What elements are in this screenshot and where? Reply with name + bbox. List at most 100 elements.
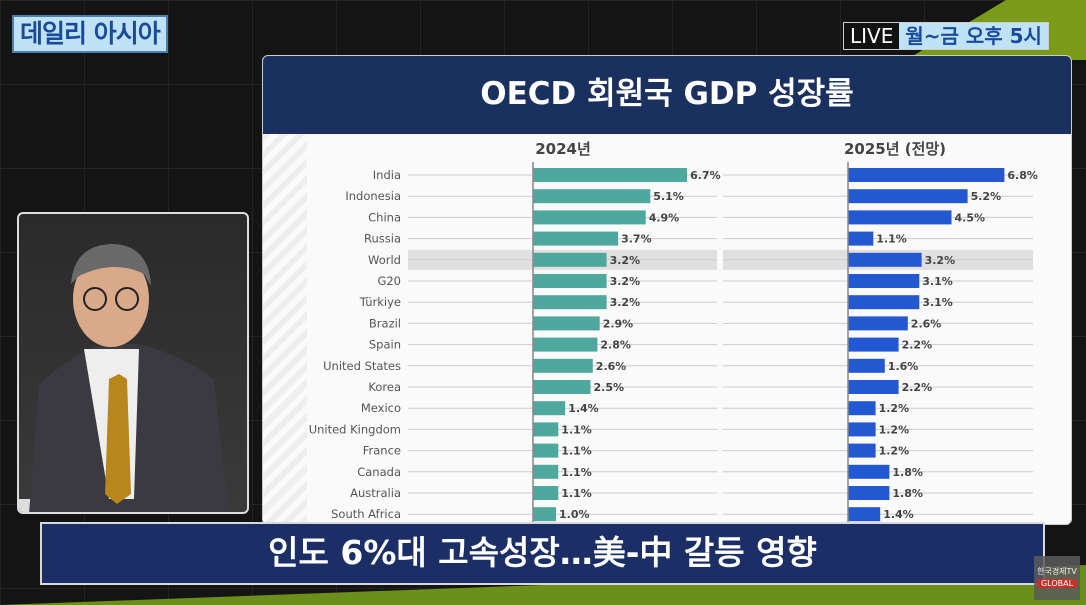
- chart-title: OECD 회원국 GDP 성장률: [263, 56, 1071, 134]
- data-label: 3.2%: [610, 254, 641, 267]
- bar-France: [848, 443, 876, 458]
- data-label: 1.8%: [892, 487, 923, 500]
- bar-India: [533, 168, 688, 182]
- series-header: 2025년 (전망): [844, 140, 946, 158]
- bar-Russia: [848, 231, 874, 246]
- bar-China: [848, 210, 952, 225]
- data-label: 1.1%: [561, 423, 592, 436]
- bar-Russia: [533, 231, 619, 246]
- category-label: G20: [377, 274, 401, 288]
- bar-Türkiye: [848, 295, 920, 310]
- live-badge: LIVE 월~금 오후 5시: [843, 22, 1049, 50]
- data-label: 3.1%: [922, 296, 953, 309]
- category-label: World: [368, 253, 401, 267]
- live-label: LIVE: [844, 23, 900, 49]
- data-label: 2.6%: [596, 360, 627, 373]
- logo-sub: GLOBAL: [1037, 579, 1077, 588]
- data-label: 1.0%: [559, 508, 590, 521]
- hatch-strip: [263, 134, 307, 524]
- bar-Mexico: [848, 401, 876, 416]
- data-label: 6.7%: [690, 169, 721, 182]
- presenter-video: [17, 212, 249, 514]
- bar-Brazil: [533, 316, 600, 331]
- data-label: 3.7%: [621, 233, 652, 246]
- category-label: South Africa: [331, 507, 401, 521]
- category-label: Brazil: [369, 316, 401, 330]
- data-label: 1.4%: [568, 402, 599, 415]
- data-label: 1.1%: [561, 487, 592, 500]
- bar-India: [848, 168, 1005, 182]
- data-label: 3.2%: [925, 254, 956, 267]
- category-label: Spain: [369, 338, 401, 352]
- data-label: 1.6%: [888, 360, 919, 373]
- news-caption: 인도 6%대 고속성장…美-中 갈등 영향: [40, 522, 1045, 585]
- category-label: Türkiye: [359, 295, 401, 309]
- data-label: 2.5%: [594, 381, 625, 394]
- bar-Brazil: [848, 316, 908, 331]
- data-label: 1.2%: [879, 402, 910, 415]
- category-label: India: [373, 168, 401, 182]
- bar-Indonesia: [848, 189, 968, 204]
- bar-G20: [533, 274, 607, 288]
- series-header: 2024년: [535, 140, 591, 158]
- data-label: 3.2%: [610, 296, 641, 309]
- category-label: Indonesia: [345, 189, 401, 203]
- bar-Korea: [533, 380, 591, 394]
- data-label: 4.9%: [649, 211, 680, 224]
- category-label: Russia: [364, 232, 401, 246]
- data-label: 1.8%: [892, 466, 923, 479]
- data-label: 4.5%: [955, 211, 986, 224]
- category-label: China: [368, 210, 401, 224]
- bar-Canada: [848, 464, 890, 479]
- data-label: 5.2%: [971, 190, 1002, 203]
- schedule-label: 월~금 오후 5시: [899, 23, 1048, 49]
- data-label: 6.8%: [1007, 169, 1038, 182]
- bar-United States: [848, 358, 885, 373]
- data-label: 2.9%: [603, 317, 634, 330]
- data-label: 1.2%: [879, 445, 910, 458]
- data-label: 1.4%: [883, 508, 914, 521]
- presenter-image: [19, 244, 229, 512]
- bar-South Africa: [848, 507, 881, 522]
- data-label: 5.1%: [653, 190, 684, 203]
- data-label: 2.2%: [902, 381, 933, 394]
- category-label: France: [363, 444, 401, 458]
- data-label: 1.2%: [879, 423, 910, 436]
- bar-Türkiye: [533, 295, 607, 310]
- bar-Australia: [848, 486, 890, 500]
- show-title: 데일리 아시아: [12, 15, 168, 53]
- data-label: 1.1%: [561, 445, 592, 458]
- bar-Indonesia: [533, 189, 651, 204]
- bar-World: [533, 252, 607, 267]
- gdp-bar-chart: India Indonesia China Russia World G20 Türkiye…: [309, 140, 1038, 524]
- data-label: 1.1%: [876, 233, 907, 246]
- bar-China: [533, 210, 646, 225]
- bar-Spain: [533, 337, 598, 352]
- bar-South Africa: [533, 507, 556, 522]
- bar-World: [848, 252, 922, 267]
- bar-Australia: [533, 486, 559, 500]
- category-label: Canada: [357, 465, 401, 479]
- chart-panel: OECD 회원국 GDP 성장률 India Indonesia China Russ…: [262, 55, 1072, 525]
- category-label: Korea: [368, 380, 401, 394]
- category-label: Mexico: [361, 401, 401, 415]
- channel-logo: 한국경제TV GLOBAL: [1034, 556, 1080, 600]
- bar-Spain: [848, 337, 899, 352]
- category-label: United States: [323, 359, 401, 373]
- data-label: 2.2%: [902, 339, 933, 352]
- data-label: 3.2%: [610, 275, 641, 288]
- bar-Korea: [848, 380, 899, 394]
- bar-United Kingdom: [848, 422, 876, 437]
- bar-G20: [848, 274, 920, 288]
- data-label: 2.8%: [600, 339, 631, 352]
- category-label: United Kingdom: [309, 422, 401, 436]
- bar-Mexico: [533, 401, 566, 416]
- bar-Canada: [533, 464, 559, 479]
- bar-United States: [533, 358, 593, 373]
- bar-France: [533, 443, 559, 458]
- logo-text: 한국경제TV: [1037, 567, 1077, 576]
- data-label: 1.1%: [561, 466, 592, 479]
- data-label: 2.6%: [911, 317, 942, 330]
- bar-United Kingdom: [533, 422, 559, 437]
- category-label: Australia: [350, 486, 401, 500]
